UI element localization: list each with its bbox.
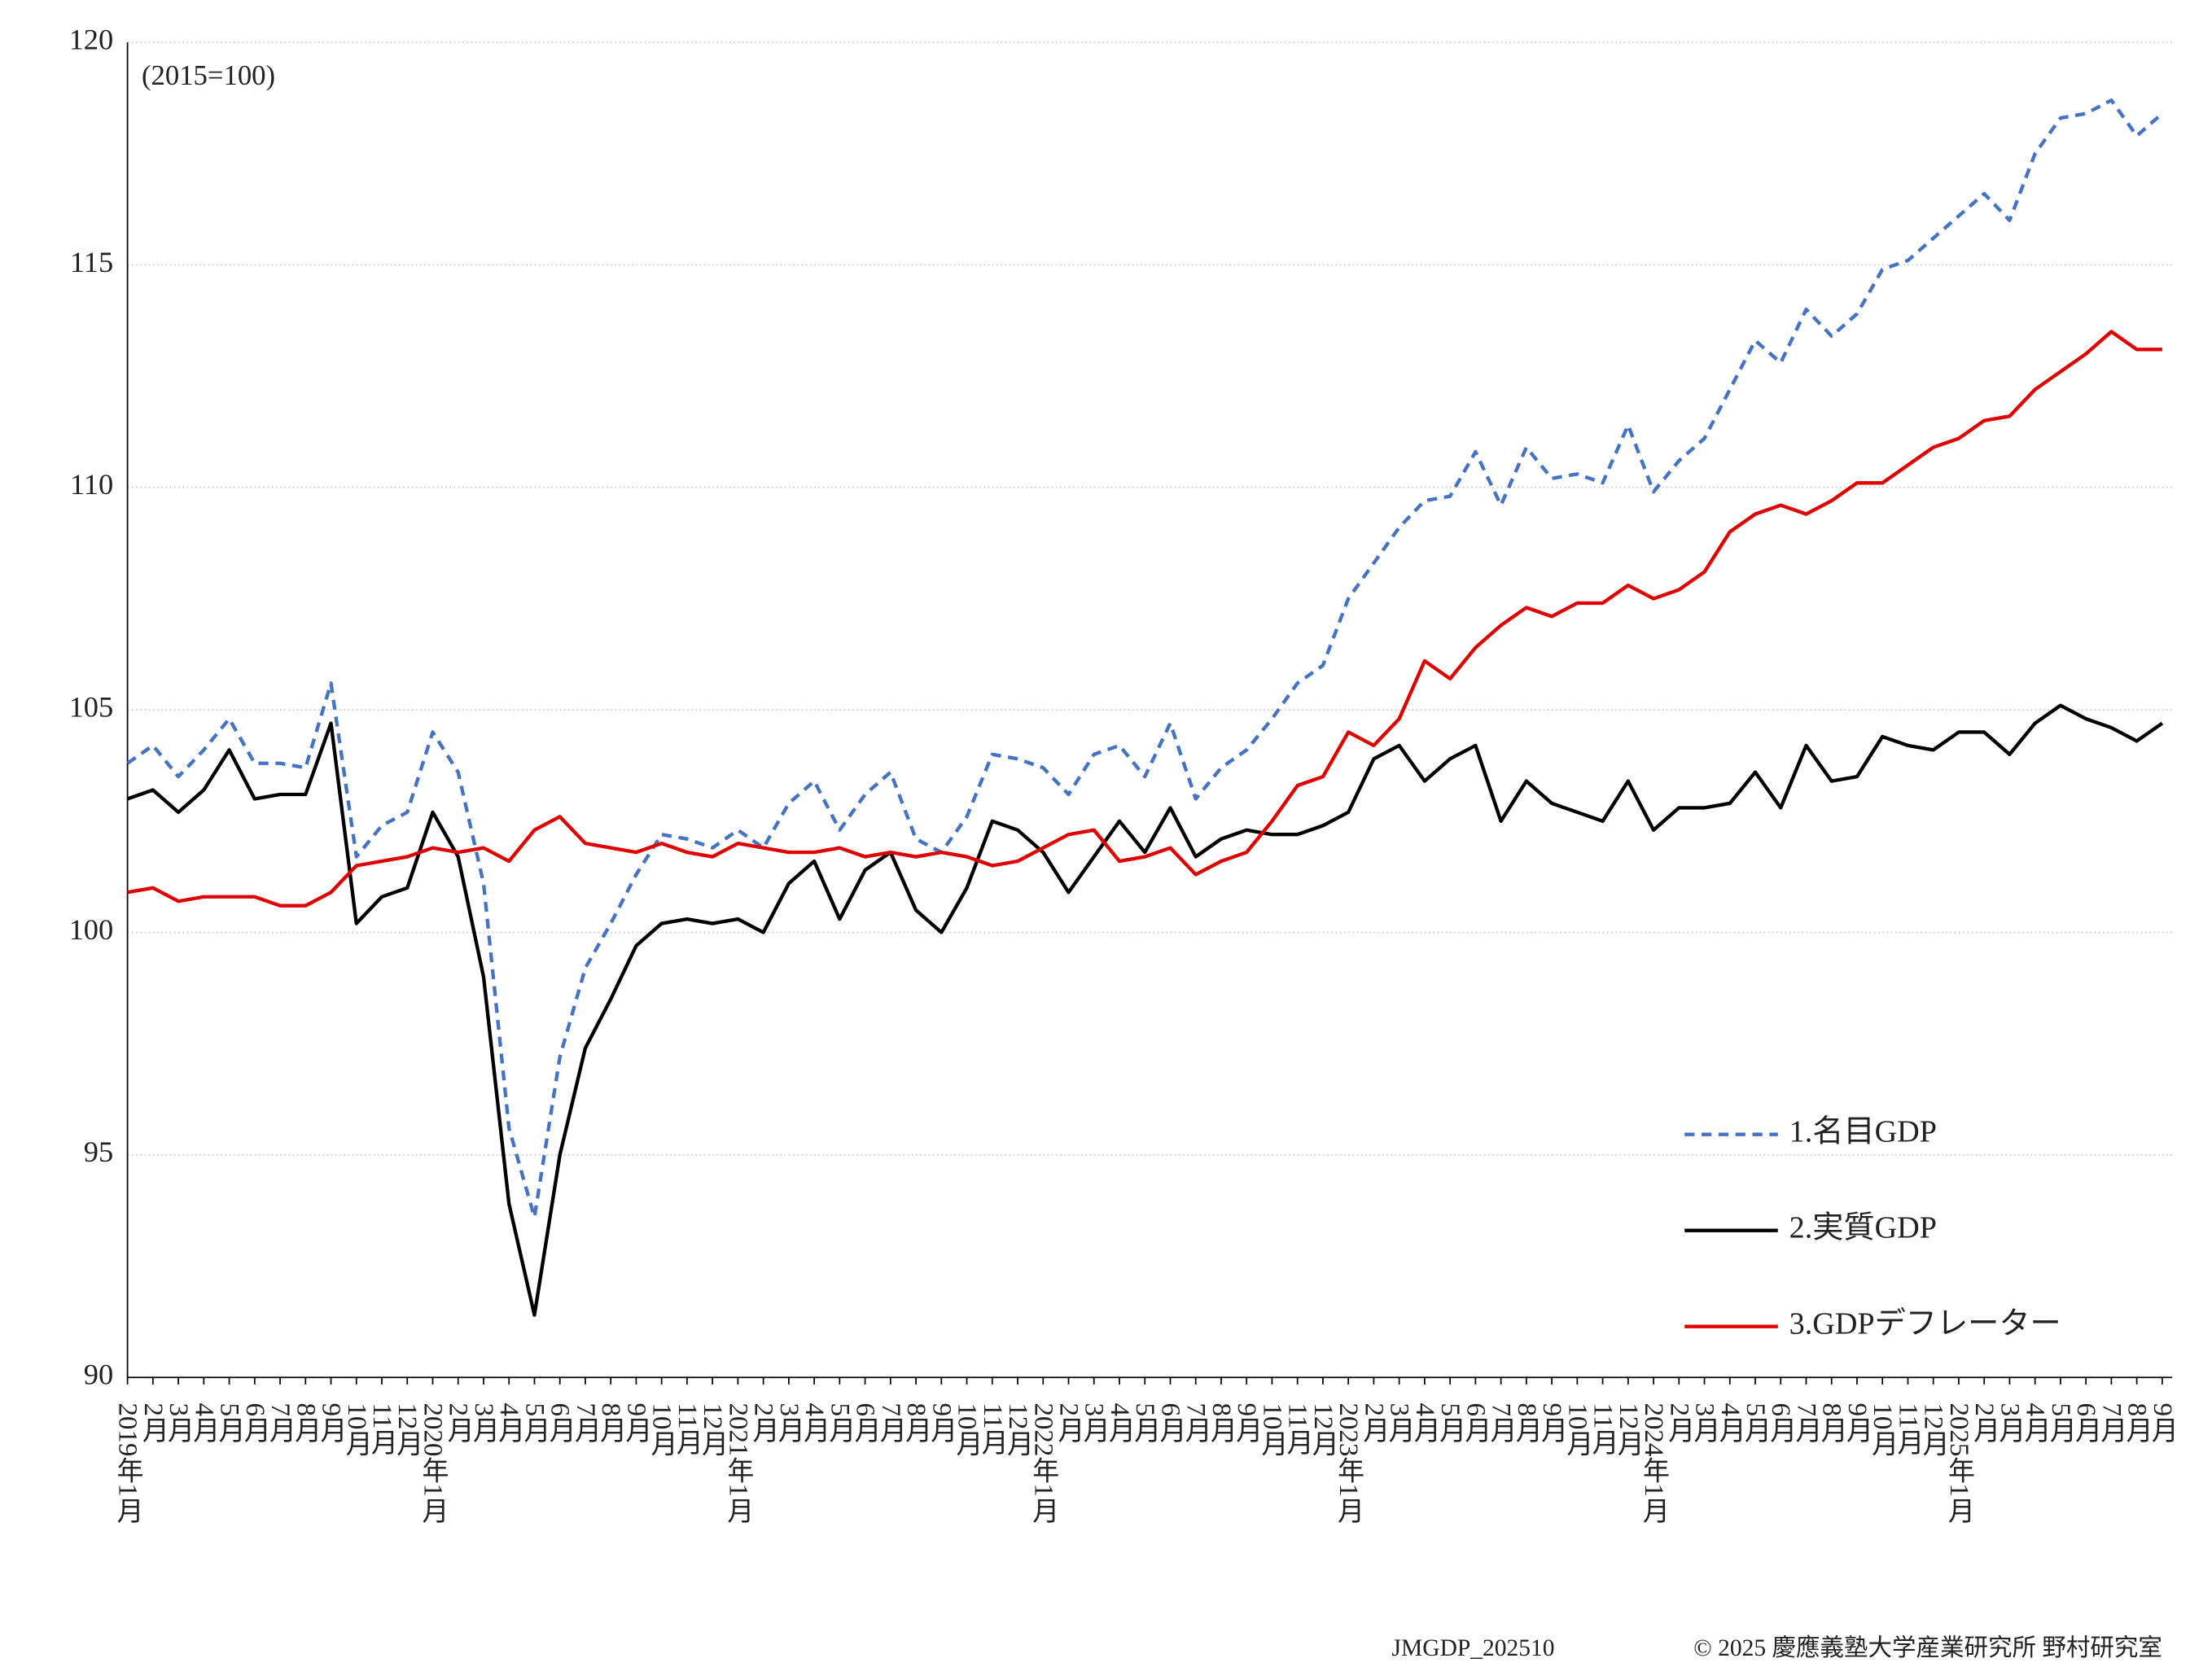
x-tick-label: 8月 — [901, 1402, 931, 1442]
x-tick-label: 3月 — [1385, 1402, 1415, 1442]
x-tick-label: 9月 — [926, 1402, 957, 1442]
series-line — [127, 330, 2162, 908]
x-tick-label: 9月 — [1842, 1402, 1873, 1442]
x-tick-label: 10月 — [342, 1402, 372, 1456]
x-tick-label: 7月 — [1487, 1402, 1517, 1442]
x-tick-label: 5月 — [215, 1402, 245, 1442]
y-tick-label: 90 — [84, 1359, 113, 1391]
x-tick-label: 2月 — [1664, 1402, 1694, 1442]
x-tick-label: 9月 — [317, 1402, 347, 1442]
x-tick-label: 4月 — [2021, 1402, 2051, 1442]
x-tick-label: 3月 — [164, 1402, 194, 1442]
x-tick-label: 11月 — [978, 1402, 1008, 1455]
x-tick-label: 6月 — [1461, 1402, 1491, 1442]
annotation: (2015=100) — [142, 59, 275, 91]
x-tick-label: 4月 — [494, 1402, 524, 1442]
x-tick-label: 8月 — [2122, 1402, 2153, 1442]
x-tick-label: 6月 — [2071, 1402, 2101, 1442]
x-tick-label: 2月 — [1054, 1402, 1084, 1442]
x-tick-label: 8月 — [291, 1402, 321, 1442]
x-tick-label: 2021年1月 — [723, 1402, 753, 1523]
x-tick-label: 3月 — [469, 1402, 499, 1442]
x-tick-label: 2月 — [1969, 1402, 2000, 1442]
x-tick-label: 3月 — [1995, 1402, 2025, 1442]
x-tick-label: 8月 — [1512, 1402, 1542, 1442]
x-tick-label: 3月 — [774, 1402, 804, 1442]
x-tick-label: 8月 — [1207, 1402, 1237, 1442]
x-tick-label: 10月 — [647, 1402, 677, 1456]
x-tick-label: 2022年1月 — [1028, 1402, 1058, 1523]
x-tick-label: 12月 — [1003, 1402, 1033, 1456]
x-tick-label: 4月 — [1410, 1402, 1440, 1442]
x-tick-label: 11月 — [672, 1402, 703, 1455]
x-tick-label: 2024年1月 — [1639, 1402, 1669, 1523]
x-tick-label: 8月 — [1817, 1402, 1847, 1442]
x-tick-label: 3月 — [1080, 1402, 1110, 1442]
legend-label: 2.実質GDP — [1789, 1210, 1937, 1245]
x-tick-label: 2025年1月 — [1944, 1402, 1974, 1523]
x-tick-label: 5月 — [1435, 1402, 1465, 1442]
x-tick-label: 12月 — [698, 1402, 728, 1456]
x-tick-label: 5月 — [519, 1402, 550, 1442]
x-tick-label: 2月 — [444, 1402, 474, 1442]
y-tick-label: 120 — [69, 23, 114, 55]
legend-label: 3.GDPデフレーター — [1789, 1306, 2061, 1341]
x-tick-label: 6月 — [240, 1402, 270, 1442]
x-tick-label: 4月 — [799, 1402, 830, 1442]
x-tick-label: 5月 — [825, 1402, 855, 1442]
x-tick-label: 7月 — [1181, 1402, 1211, 1442]
x-tick-label: 5月 — [1130, 1402, 1160, 1442]
y-tick-label: 115 — [70, 246, 113, 278]
x-tick-label: 11月 — [367, 1402, 397, 1455]
x-tick-label: 12月 — [1919, 1402, 1949, 1456]
x-tick-label: 12月 — [1308, 1402, 1338, 1456]
x-tick-label: 7月 — [1791, 1402, 1821, 1442]
x-tick-label: 9月 — [1232, 1402, 1262, 1442]
x-tick-label: 7月 — [265, 1402, 296, 1442]
x-tick-label: 2023年1月 — [1334, 1402, 1364, 1523]
x-tick-label: 2019年1月 — [113, 1402, 143, 1523]
x-tick-label: 9月 — [621, 1402, 651, 1442]
x-tick-label: 11月 — [1588, 1402, 1618, 1455]
x-tick-label: 6月 — [1155, 1402, 1185, 1442]
x-tick-label: 4月 — [189, 1402, 219, 1442]
y-tick-label: 110 — [70, 468, 113, 501]
x-tick-label: 2月 — [138, 1402, 169, 1442]
x-tick-label: 7月 — [2096, 1402, 2127, 1442]
x-tick-label: 12月 — [1614, 1402, 1644, 1456]
x-tick-label: 10月 — [1257, 1402, 1287, 1456]
x-tick-label: 6月 — [545, 1402, 576, 1442]
x-tick-label: 11月 — [1283, 1402, 1313, 1455]
x-tick-label: 7月 — [571, 1402, 601, 1442]
x-tick-label: 6月 — [1766, 1402, 1796, 1442]
x-tick-label: 9月 — [1537, 1402, 1567, 1442]
x-tick-label: 10月 — [1868, 1402, 1898, 1456]
y-tick-label: 100 — [69, 913, 114, 946]
x-tick-label: 5月 — [1741, 1402, 1771, 1442]
x-tick-label: 2020年1月 — [418, 1402, 448, 1523]
x-tick-label: 7月 — [876, 1402, 906, 1442]
x-tick-label: 4月 — [1715, 1402, 1746, 1442]
x-tick-label: 10月 — [1562, 1402, 1592, 1456]
footer-id: JMGDP_202510 — [1392, 1635, 1555, 1661]
x-tick-label: 4月 — [1105, 1402, 1135, 1442]
x-tick-label: 2月 — [749, 1402, 779, 1442]
x-tick-label: 2月 — [1359, 1402, 1389, 1442]
x-tick-label: 10月 — [953, 1402, 983, 1456]
x-tick-label: 12月 — [392, 1402, 423, 1456]
x-tick-label: 9月 — [2148, 1402, 2178, 1442]
series-line — [126, 703, 2164, 1317]
x-tick-label: 6月 — [851, 1402, 881, 1442]
legend-label: 1.名目GDP — [1789, 1114, 1937, 1149]
series-line — [126, 98, 2164, 1219]
x-tick-label: 11月 — [1893, 1402, 1923, 1455]
x-tick-label: 5月 — [2046, 1402, 2076, 1442]
y-tick-label: 105 — [69, 690, 114, 723]
x-tick-label: 8月 — [596, 1402, 626, 1442]
y-tick-label: 95 — [84, 1135, 113, 1168]
footer-credit: © 2025 慶應義塾大学産業研究所 野村研究室 — [1693, 1634, 2162, 1661]
x-tick-label: 3月 — [1690, 1402, 1720, 1442]
